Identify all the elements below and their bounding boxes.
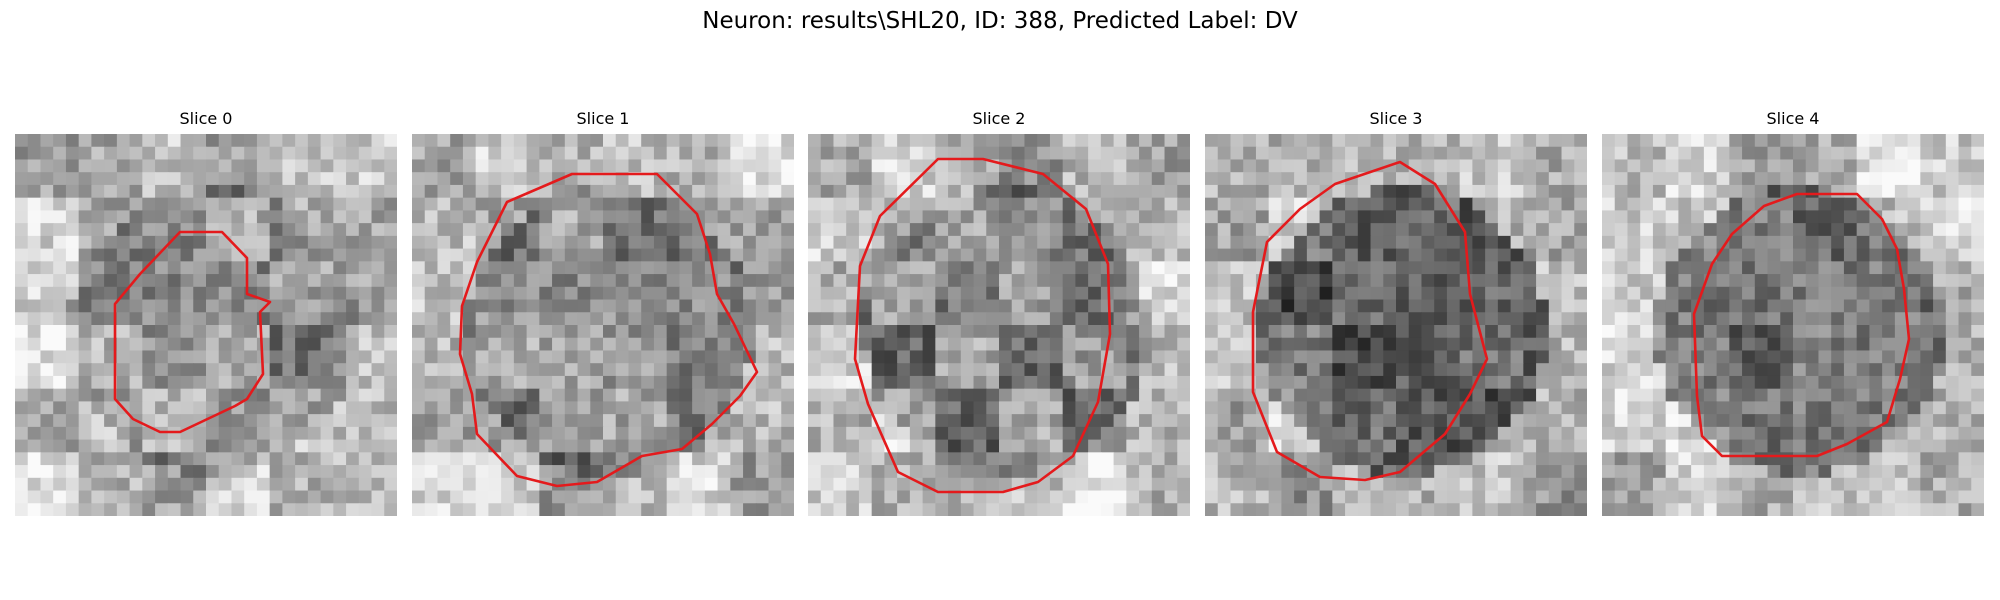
segmentation-contour — [1251, 160, 1489, 482]
slice-image — [1205, 134, 1587, 516]
slice-title: Slice 4 — [1766, 109, 1820, 128]
slice-panel-0: Slice 0 — [15, 108, 397, 516]
segmentation-contour — [1692, 192, 1911, 458]
slice-image — [1602, 134, 1984, 516]
segmentation-contour — [113, 230, 272, 434]
slice-title: Slice 3 — [1369, 109, 1423, 128]
slice-title: Slice 0 — [179, 109, 233, 128]
slice-image — [412, 134, 794, 516]
slice-image — [15, 134, 397, 516]
segmentation-contour — [853, 157, 1112, 494]
slice-image — [808, 134, 1190, 516]
slice-title: Slice 2 — [972, 109, 1026, 128]
slice-panel-1: Slice 1 — [412, 108, 794, 516]
figure-title: Neuron: results\SHL20, ID: 388, Predicte… — [702, 8, 1298, 34]
slice-panel-2: Slice 2 — [808, 108, 1190, 516]
segmentation-contour — [458, 172, 759, 488]
slice-panel-3: Slice 3 — [1205, 108, 1587, 516]
slice-title: Slice 1 — [576, 109, 630, 128]
slice-panel-4: Slice 4 — [1602, 108, 1984, 516]
